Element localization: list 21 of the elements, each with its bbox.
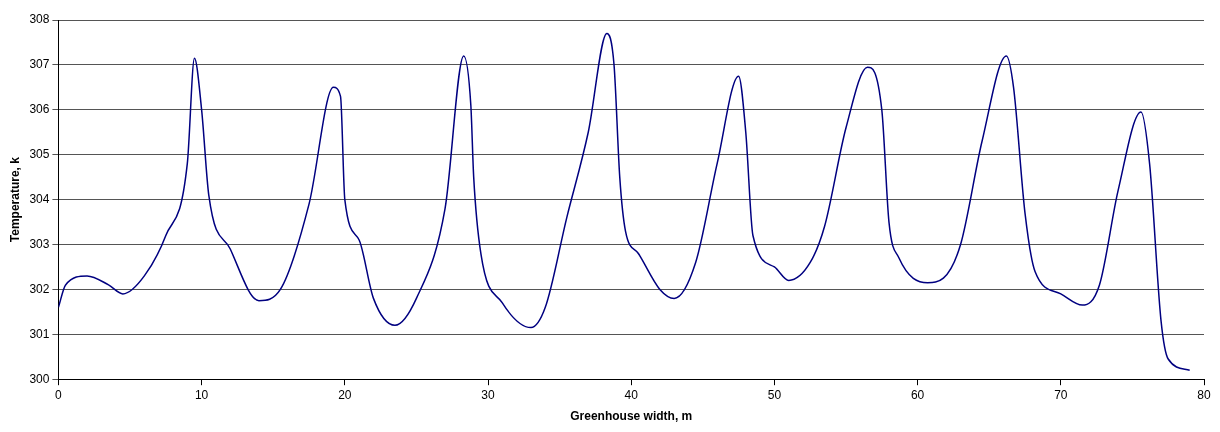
x-tick-label: 60 xyxy=(910,387,925,402)
line-series xyxy=(58,32,1191,371)
x-axis-title: Greenhouse width, m xyxy=(570,409,693,424)
y-tick-label: 308 xyxy=(29,12,50,27)
y-tick-label: 300 xyxy=(29,371,50,386)
x-tick-label: 70 xyxy=(1054,387,1068,402)
y-tick-label: 302 xyxy=(29,281,50,296)
x-tick-label: 40 xyxy=(624,387,639,402)
x-tick-label: 80 xyxy=(1197,387,1211,402)
x-tick-label: 20 xyxy=(338,387,352,402)
x-tick-label: 0 xyxy=(55,387,63,402)
y-tick-label: 304 xyxy=(29,191,50,206)
y-tick-label: 303 xyxy=(29,236,50,251)
y-axis-title: Temperature, k xyxy=(7,156,22,243)
x-tick-label: 30 xyxy=(481,387,496,402)
x-tick-label: 50 xyxy=(767,387,782,402)
y-tick-label: 301 xyxy=(29,326,50,341)
y-tick-label: 307 xyxy=(29,57,50,72)
y-tick-label: 305 xyxy=(29,147,50,162)
y-tick-label: 306 xyxy=(29,102,50,117)
x-tick-label: 10 xyxy=(194,387,209,402)
